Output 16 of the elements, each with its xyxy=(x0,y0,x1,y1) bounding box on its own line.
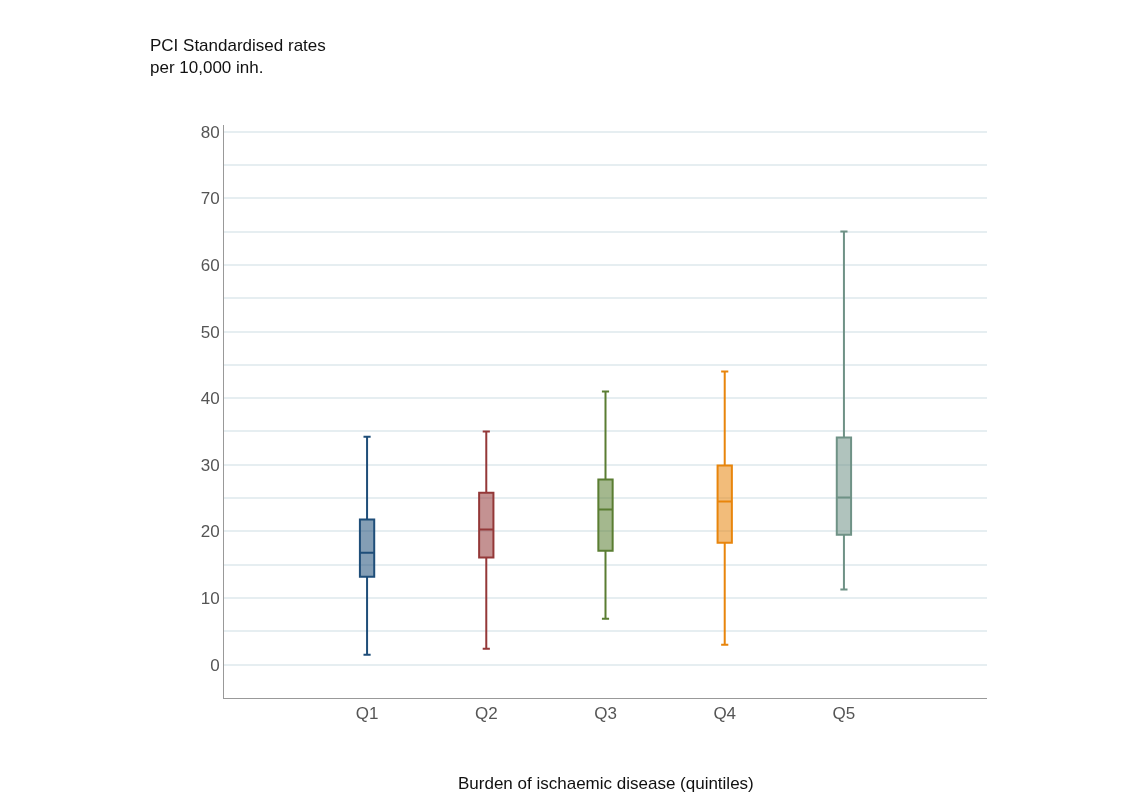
y-tick-label: 80 xyxy=(200,122,220,142)
x-tick-label: Q5 xyxy=(832,704,856,724)
y-tick-label: 10 xyxy=(200,589,220,609)
y-axis-title: PCI Standardised rates per 10,000 inh. xyxy=(150,36,326,78)
y-tick-label: 30 xyxy=(200,455,220,475)
y-tick-label: 20 xyxy=(200,522,220,542)
x-tick-label: Q1 xyxy=(355,704,379,724)
y-tick-label: 70 xyxy=(200,189,220,209)
y-tick-label: 40 xyxy=(200,389,220,409)
y-tick-label: 60 xyxy=(200,255,220,275)
x-tick-label: Q4 xyxy=(713,704,737,724)
x-tick-label: Q3 xyxy=(594,704,617,724)
y-tick-label: 50 xyxy=(200,322,220,342)
y-tick-label: 0 xyxy=(210,655,220,675)
x-axis-title: Burden of ischaemic disease (quintiles) xyxy=(458,774,754,793)
x-tick-label: Q2 xyxy=(474,704,498,724)
